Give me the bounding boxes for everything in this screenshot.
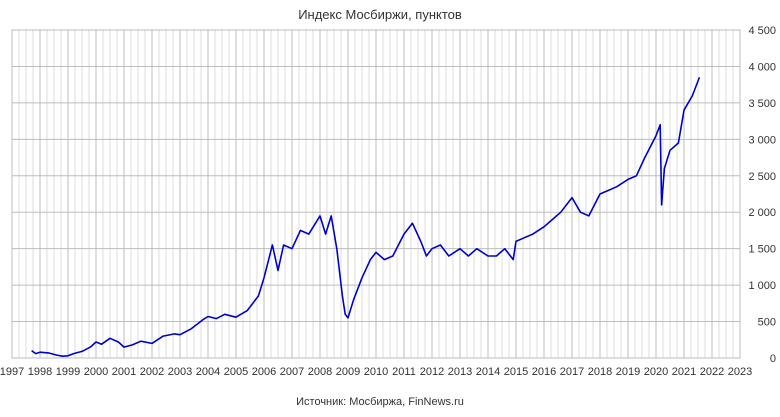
x-tick-label: 2017 bbox=[560, 366, 584, 378]
x-tick-label: 2011 bbox=[392, 366, 416, 378]
grid-horizontal bbox=[12, 29, 740, 359]
x-tick-label: 2003 bbox=[168, 366, 192, 378]
x-tick-label: 2016 bbox=[532, 366, 556, 378]
x-tick-label: 2021 bbox=[672, 366, 696, 378]
y-tick-label: 500 bbox=[758, 317, 776, 329]
x-tick-label: 2004 bbox=[196, 366, 220, 378]
x-tick-label: 2001 bbox=[112, 366, 136, 378]
chart-source: Источник: Мосбиржа, FinNews.ru bbox=[296, 396, 464, 408]
x-tick-label: 2013 bbox=[448, 366, 472, 378]
x-tick-label: 2010 bbox=[364, 366, 388, 378]
grid-vertical bbox=[11, 30, 741, 358]
x-tick-label: 1998 bbox=[28, 366, 52, 378]
y-tick-label: 2 500 bbox=[748, 171, 776, 183]
x-tick-label: 2023 bbox=[728, 366, 752, 378]
y-tick-label: 3 000 bbox=[748, 134, 776, 146]
series-line bbox=[31, 77, 701, 358]
x-axis-ticks: 1997 1998 1999 2000 2001 2002 2003 2004 2005 2006… bbox=[0, 366, 752, 378]
y-tick-label: 1 500 bbox=[748, 244, 776, 256]
x-tick-label: 2008 bbox=[308, 366, 332, 378]
x-tick-label: 1997 bbox=[0, 366, 24, 378]
y-tick-label: 2 000 bbox=[748, 207, 776, 219]
x-tick-label: 2006 bbox=[252, 366, 276, 378]
y-tick-label: 3 500 bbox=[748, 98, 776, 110]
x-tick-label: 2022 bbox=[700, 366, 724, 378]
x-tick-label: 2000 bbox=[84, 366, 108, 378]
x-tick-label: 2007 bbox=[280, 366, 304, 378]
chart-title: Индекс Мосбиржи, пунктов bbox=[298, 7, 462, 22]
x-tick-label: 2018 bbox=[588, 366, 612, 378]
x-tick-label: 2009 bbox=[336, 366, 360, 378]
x-tick-label: 2020 bbox=[644, 366, 668, 378]
x-tick-label: 2005 bbox=[224, 366, 248, 378]
y-tick-label: 0 bbox=[770, 353, 776, 365]
y-tick-label: 4 500 bbox=[748, 25, 776, 37]
y-axis-ticks: 0 500 1 000 1 500 2 000 2 500 3 000 3 500 4 000 4… bbox=[748, 25, 776, 365]
x-tick-label: 2012 bbox=[420, 366, 444, 378]
x-tick-label: 2019 bbox=[616, 366, 640, 378]
x-tick-label: 2014 bbox=[476, 366, 500, 378]
y-tick-label: 4 000 bbox=[748, 61, 776, 73]
x-tick-label: 2002 bbox=[140, 366, 164, 378]
x-tick-label: 2015 bbox=[504, 366, 528, 378]
plot-area bbox=[11, 29, 741, 359]
y-tick-label: 1 000 bbox=[748, 280, 776, 292]
x-tick-label: 1999 bbox=[56, 366, 80, 378]
